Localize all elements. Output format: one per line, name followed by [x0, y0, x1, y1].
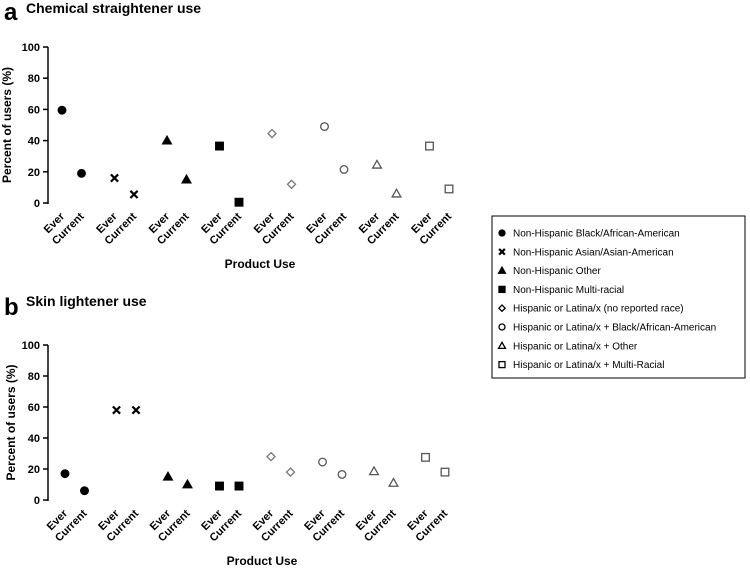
data-point: [421, 452, 430, 462]
legend-item-label: Hispanic or Latina/x + Multi-Racial: [513, 360, 664, 371]
data-point: [444, 184, 454, 194]
legend-item-label: Hispanic or Latina/x + Other: [513, 341, 638, 352]
panel-a-title: Chemical straightener use: [26, 0, 201, 16]
data-point: [161, 134, 173, 145]
data-point: [131, 405, 141, 415]
legend-item-label: Non-Hispanic Other: [513, 266, 601, 277]
data-point: [182, 478, 193, 489]
x-axis-label: Product Use: [225, 257, 296, 271]
y-tick-label: 40: [28, 136, 40, 148]
legend-box: [491, 215, 746, 379]
x-axis-label: Product Use: [227, 554, 298, 568]
data-point: [425, 141, 434, 151]
legend-marker: [498, 360, 506, 369]
panel-letter-a: a: [4, 0, 18, 26]
data-point: [129, 190, 139, 199]
data-point: [215, 481, 224, 491]
data-point: [215, 141, 224, 151]
legend: Non-Hispanic Black/African-American Non-H…: [491, 215, 746, 379]
legend-marker: [497, 304, 507, 313]
y-tick-label: 40: [28, 433, 40, 445]
legend-item-label: Hispanic or Latina/x + Black/African-Ame…: [513, 323, 716, 334]
legend-item-label: Non-Hispanic Black/African-American: [513, 229, 680, 240]
data-point: [234, 481, 244, 491]
data-point: [371, 159, 383, 169]
legend-marker: [497, 265, 507, 274]
legend-marker: [498, 229, 506, 237]
legend-item-label: Non-Hispanic Multi-racial: [513, 285, 624, 296]
y-tick-label: 100: [22, 340, 40, 352]
y-tick-label: 60: [28, 104, 40, 116]
y-axis-label: Percent of users (%): [4, 364, 18, 480]
data-point: [57, 105, 67, 115]
data-point: [440, 467, 450, 477]
data-point: [267, 128, 277, 139]
data-point: [339, 165, 349, 174]
y-tick-label: 20: [28, 464, 40, 476]
y-tick-label: 20: [28, 167, 40, 179]
data-point: [320, 122, 329, 132]
data-point: [318, 457, 327, 467]
data-point: [110, 173, 119, 183]
data-point: [181, 173, 192, 184]
y-tick-label: 60: [28, 402, 40, 414]
data-point: [391, 187, 402, 198]
y-axis-label: Percent of users (%): [0, 67, 14, 183]
panel-letter-b: b: [4, 294, 19, 321]
data-point: [266, 451, 276, 462]
y-tick-label: 0: [34, 198, 40, 210]
y-tick-label: 80: [28, 371, 40, 383]
data-point: [80, 486, 89, 496]
y-tick-label: 100: [22, 42, 40, 54]
legend-item-label: Non-Hispanic Asian/Asian-American: [513, 247, 674, 258]
data-point: [112, 405, 121, 415]
data-point: [162, 471, 174, 481]
legend-marker: [498, 285, 506, 294]
y-tick-label: 80: [28, 73, 40, 85]
legend-item-label: Hispanic or Latina/x (no reported race): [513, 304, 684, 315]
panel-b-title: Skin lightener use: [26, 293, 147, 309]
data-point: [368, 465, 380, 476]
y-tick-label: 0: [34, 495, 40, 507]
legend-marker: [498, 323, 506, 331]
legend-marker: [497, 341, 507, 350]
data-point: [77, 168, 86, 178]
data-point: [234, 197, 244, 207]
data-point: [388, 477, 399, 487]
data-point: [286, 179, 297, 190]
legend-marker: [498, 248, 506, 256]
data-point: [285, 467, 296, 478]
data-point: [337, 469, 347, 479]
data-point: [60, 469, 70, 479]
